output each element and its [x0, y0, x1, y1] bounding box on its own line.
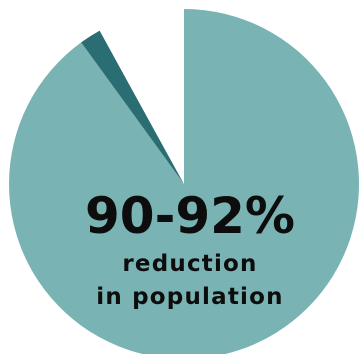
pie-slices [8, 9, 359, 354]
pie-slice-1 [81, 30, 184, 185]
pie-slice-2 [99, 9, 184, 184]
headline-value: 90-92% [85, 187, 295, 245]
caption-line-1: reduction [122, 251, 257, 277]
caption-line-2: in population [96, 284, 283, 310]
pie-slice-0 [8, 9, 359, 354]
